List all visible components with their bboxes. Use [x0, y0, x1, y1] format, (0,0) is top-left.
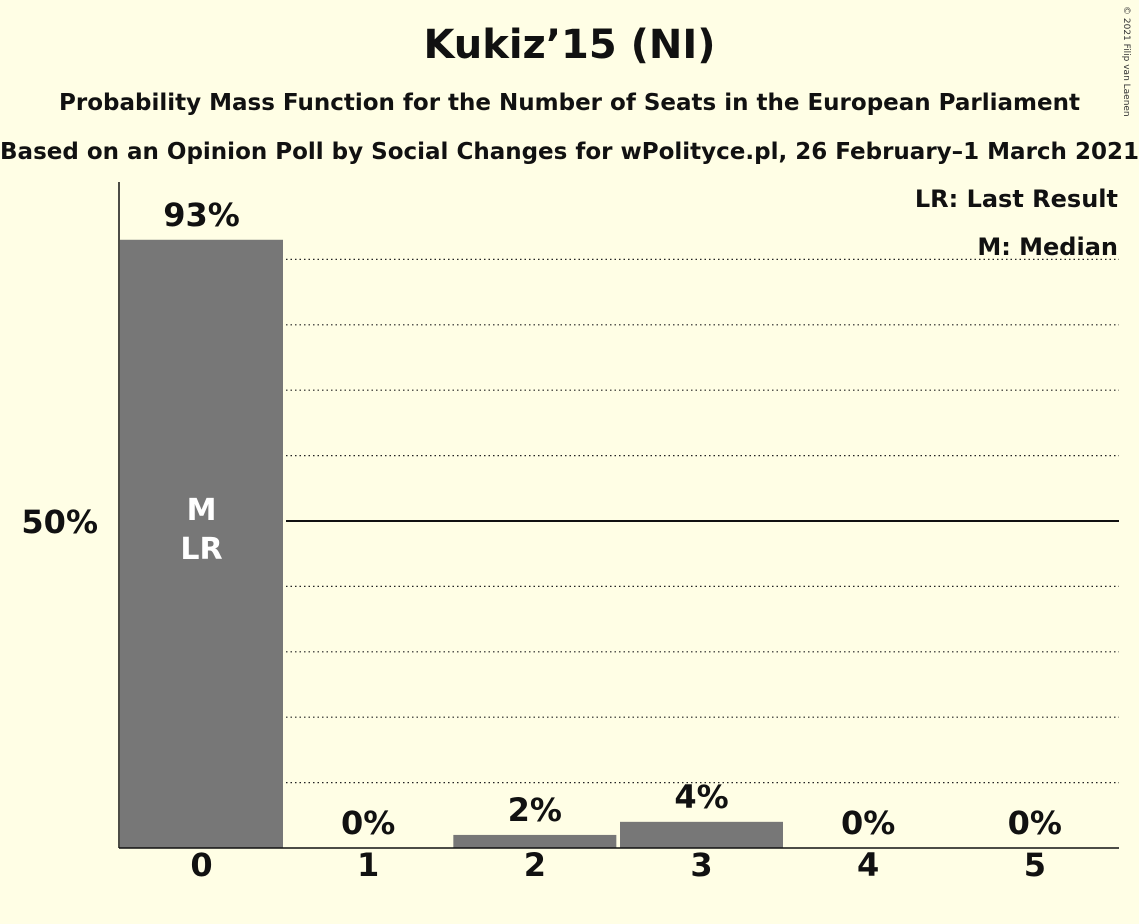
x-tick-1: 1 [357, 846, 379, 884]
x-tick-4: 4 [857, 846, 879, 884]
marker-m: M [187, 493, 217, 528]
bar-0 [120, 239, 283, 848]
y-tick-50: 50% [21, 503, 98, 541]
legend-median: M: Median [977, 233, 1118, 261]
chart-source: Based on an Opinion Poll by Social Chang… [0, 139, 1139, 165]
legend-last-result: LR: Last Result [914, 185, 1118, 213]
x-tick-0: 0 [190, 846, 212, 884]
bar-3 [620, 821, 783, 848]
value-label-2: 2% [508, 791, 562, 829]
chart-subtitle: Probability Mass Function for the Number… [59, 90, 1080, 116]
x-tick-5: 5 [1024, 846, 1046, 884]
marker-lr: LR [180, 532, 222, 567]
value-label-3: 4% [674, 778, 728, 816]
x-tick-2: 2 [524, 846, 546, 884]
value-label-4: 0% [841, 804, 895, 842]
x-tick-3: 3 [690, 846, 712, 884]
value-label-5: 0% [1008, 804, 1062, 842]
chart-title: Kukiz’15 (NI) [423, 22, 716, 68]
value-label-1: 0% [341, 804, 395, 842]
bar-2 [453, 834, 617, 848]
value-label-0: 93% [163, 196, 240, 234]
